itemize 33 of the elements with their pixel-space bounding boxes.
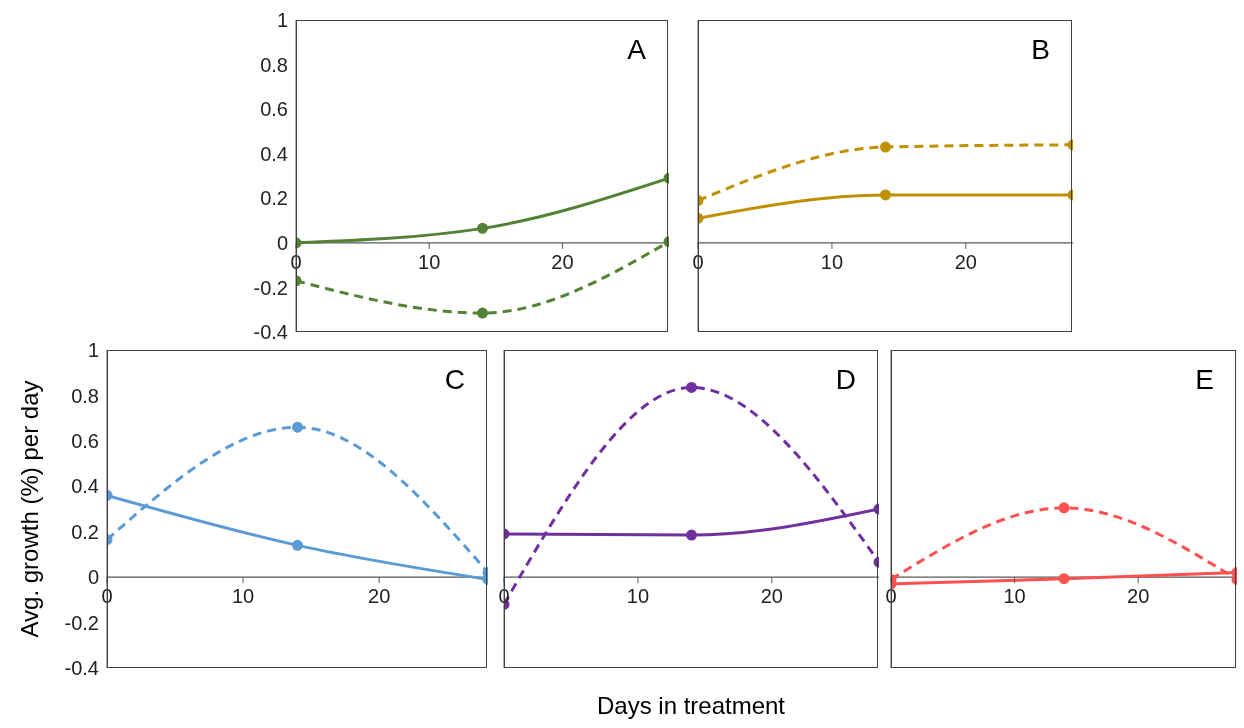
x-tick-label: 10 [418, 250, 441, 273]
text: C [444, 364, 465, 396]
x-tick-label: 10 [820, 250, 844, 273]
y-tick-label: 0.4 [260, 142, 288, 165]
text: E [1195, 364, 1214, 396]
y-axis-title: Avg. growth (%) per day [16, 380, 44, 638]
y-tick-label: 0.6 [71, 429, 99, 452]
y-tick-label: 0 [87, 566, 99, 589]
text: B [1031, 34, 1050, 66]
y-tick-label: 0.6 [260, 98, 288, 121]
x-axis-title: Days in treatment [596, 692, 786, 720]
y-tick-label: 1 [276, 9, 288, 32]
text: A [627, 34, 646, 66]
x-tick-label: 10 [626, 585, 650, 608]
y-tick-label: -0.2 [64, 611, 99, 634]
y-tick-label: 1 [87, 339, 99, 362]
x-tick-label: 20 [368, 585, 391, 608]
y-tick-label: 0.2 [71, 520, 99, 543]
x-tick-label: 20 [551, 250, 574, 273]
y-tick-label: 0 [276, 231, 288, 254]
y-tick-label: 0.4 [71, 475, 99, 498]
text: D [835, 364, 856, 396]
x-tick-label: 10 [1003, 585, 1026, 608]
y-tick-label: -0.4 [253, 321, 288, 344]
y-tick-label: 0.8 [260, 53, 288, 76]
y-tick-label: 0.2 [260, 187, 288, 210]
y-tick-label: -0.4 [64, 657, 99, 680]
x-tick-label: 20 [1127, 585, 1150, 608]
x-tick-label: 20 [954, 250, 977, 273]
y-tick-label: -0.2 [253, 276, 288, 299]
x-tick-label: 20 [760, 585, 783, 608]
y-tick-label: 0.8 [71, 384, 99, 407]
x-tick-label: 10 [231, 585, 255, 608]
